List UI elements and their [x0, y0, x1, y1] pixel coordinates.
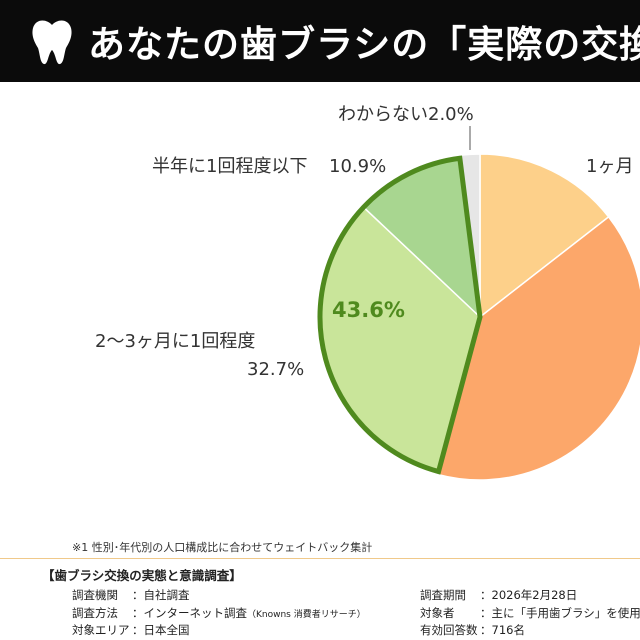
survey-key: 調査期間 [420, 588, 466, 602]
page-title: あなたの歯ブラシの「実際の交換 [88, 23, 640, 66]
slice-label-half-year: 半年に1回程度以下 [152, 156, 307, 177]
survey-value: ：インターネット調査 [132, 606, 247, 620]
highlight-outline [317, 155, 483, 475]
tooth-icon [32, 20, 72, 65]
slice-value-2-3months: 32.7% [247, 359, 304, 380]
survey-key: 調査機関 [72, 588, 118, 602]
survey-value: ：716名 [480, 623, 525, 637]
pie-slice-2 [316, 204, 481, 476]
pie-slices [316, 153, 640, 481]
survey-title: 【歯ブラシ交換の実態と意識調査】 [42, 568, 242, 583]
pie-slice-1 [436, 215, 640, 481]
survey-value: ：日本全国 [132, 623, 190, 637]
divider [0, 558, 640, 559]
highlight-group [317, 155, 483, 475]
survey-row-method: 調査方法 ：インターネット調査（Knowns 消費者リサーチ） [72, 605, 366, 621]
pie-slice-0 [479, 153, 610, 319]
survey-row-area: 対象エリア ：日本全国 [72, 622, 190, 638]
survey-key: 調査方法 [72, 606, 118, 620]
survey-value: ：2026年2月28日 [480, 588, 578, 602]
slice-value-dont-know: 2.0% [428, 104, 474, 125]
slice-value-half-year: 10.9% [329, 156, 386, 177]
footnote: ※1 性別･年代別の人口構成比に合わせてウェイトバック集計 [72, 541, 373, 554]
highlight-value: 43.6% [332, 298, 405, 322]
survey-key: 有効回答数 [420, 623, 478, 637]
slice-label-1month: 1ヶ月 [586, 156, 633, 177]
survey-row-target: 対象者 ：主に「手用歯ブラシ」を使用す [420, 605, 640, 621]
slice-label-dont-know: わからない [338, 104, 428, 125]
survey-key: 対象エリア [72, 623, 130, 637]
survey-key: 対象者 [420, 606, 455, 620]
survey-row-period: 調査期間 ：2026年2月28日 [420, 587, 577, 603]
survey-row-count: 有効回答数 ：716名 [420, 622, 525, 638]
slice-label-2-3months: 2〜3ヶ月に1回程度 [95, 331, 255, 352]
pie-chart: わからない 2.0% 半年に1回程度以下 10.9% 1ヶ月 2〜3ヶ月に1回程… [95, 104, 640, 481]
title-bar: あなたの歯ブラシの「実際の交換 [0, 0, 640, 82]
pie-slice-3 [360, 154, 482, 319]
survey-note: （Knowns 消費者リサーチ） [247, 610, 366, 620]
survey-value: ：主に「手用歯ブラシ」を使用す [480, 606, 640, 620]
survey-row-org: 調査機関 ：自社調査 [72, 587, 190, 603]
survey-value: ：自社調査 [132, 588, 190, 602]
